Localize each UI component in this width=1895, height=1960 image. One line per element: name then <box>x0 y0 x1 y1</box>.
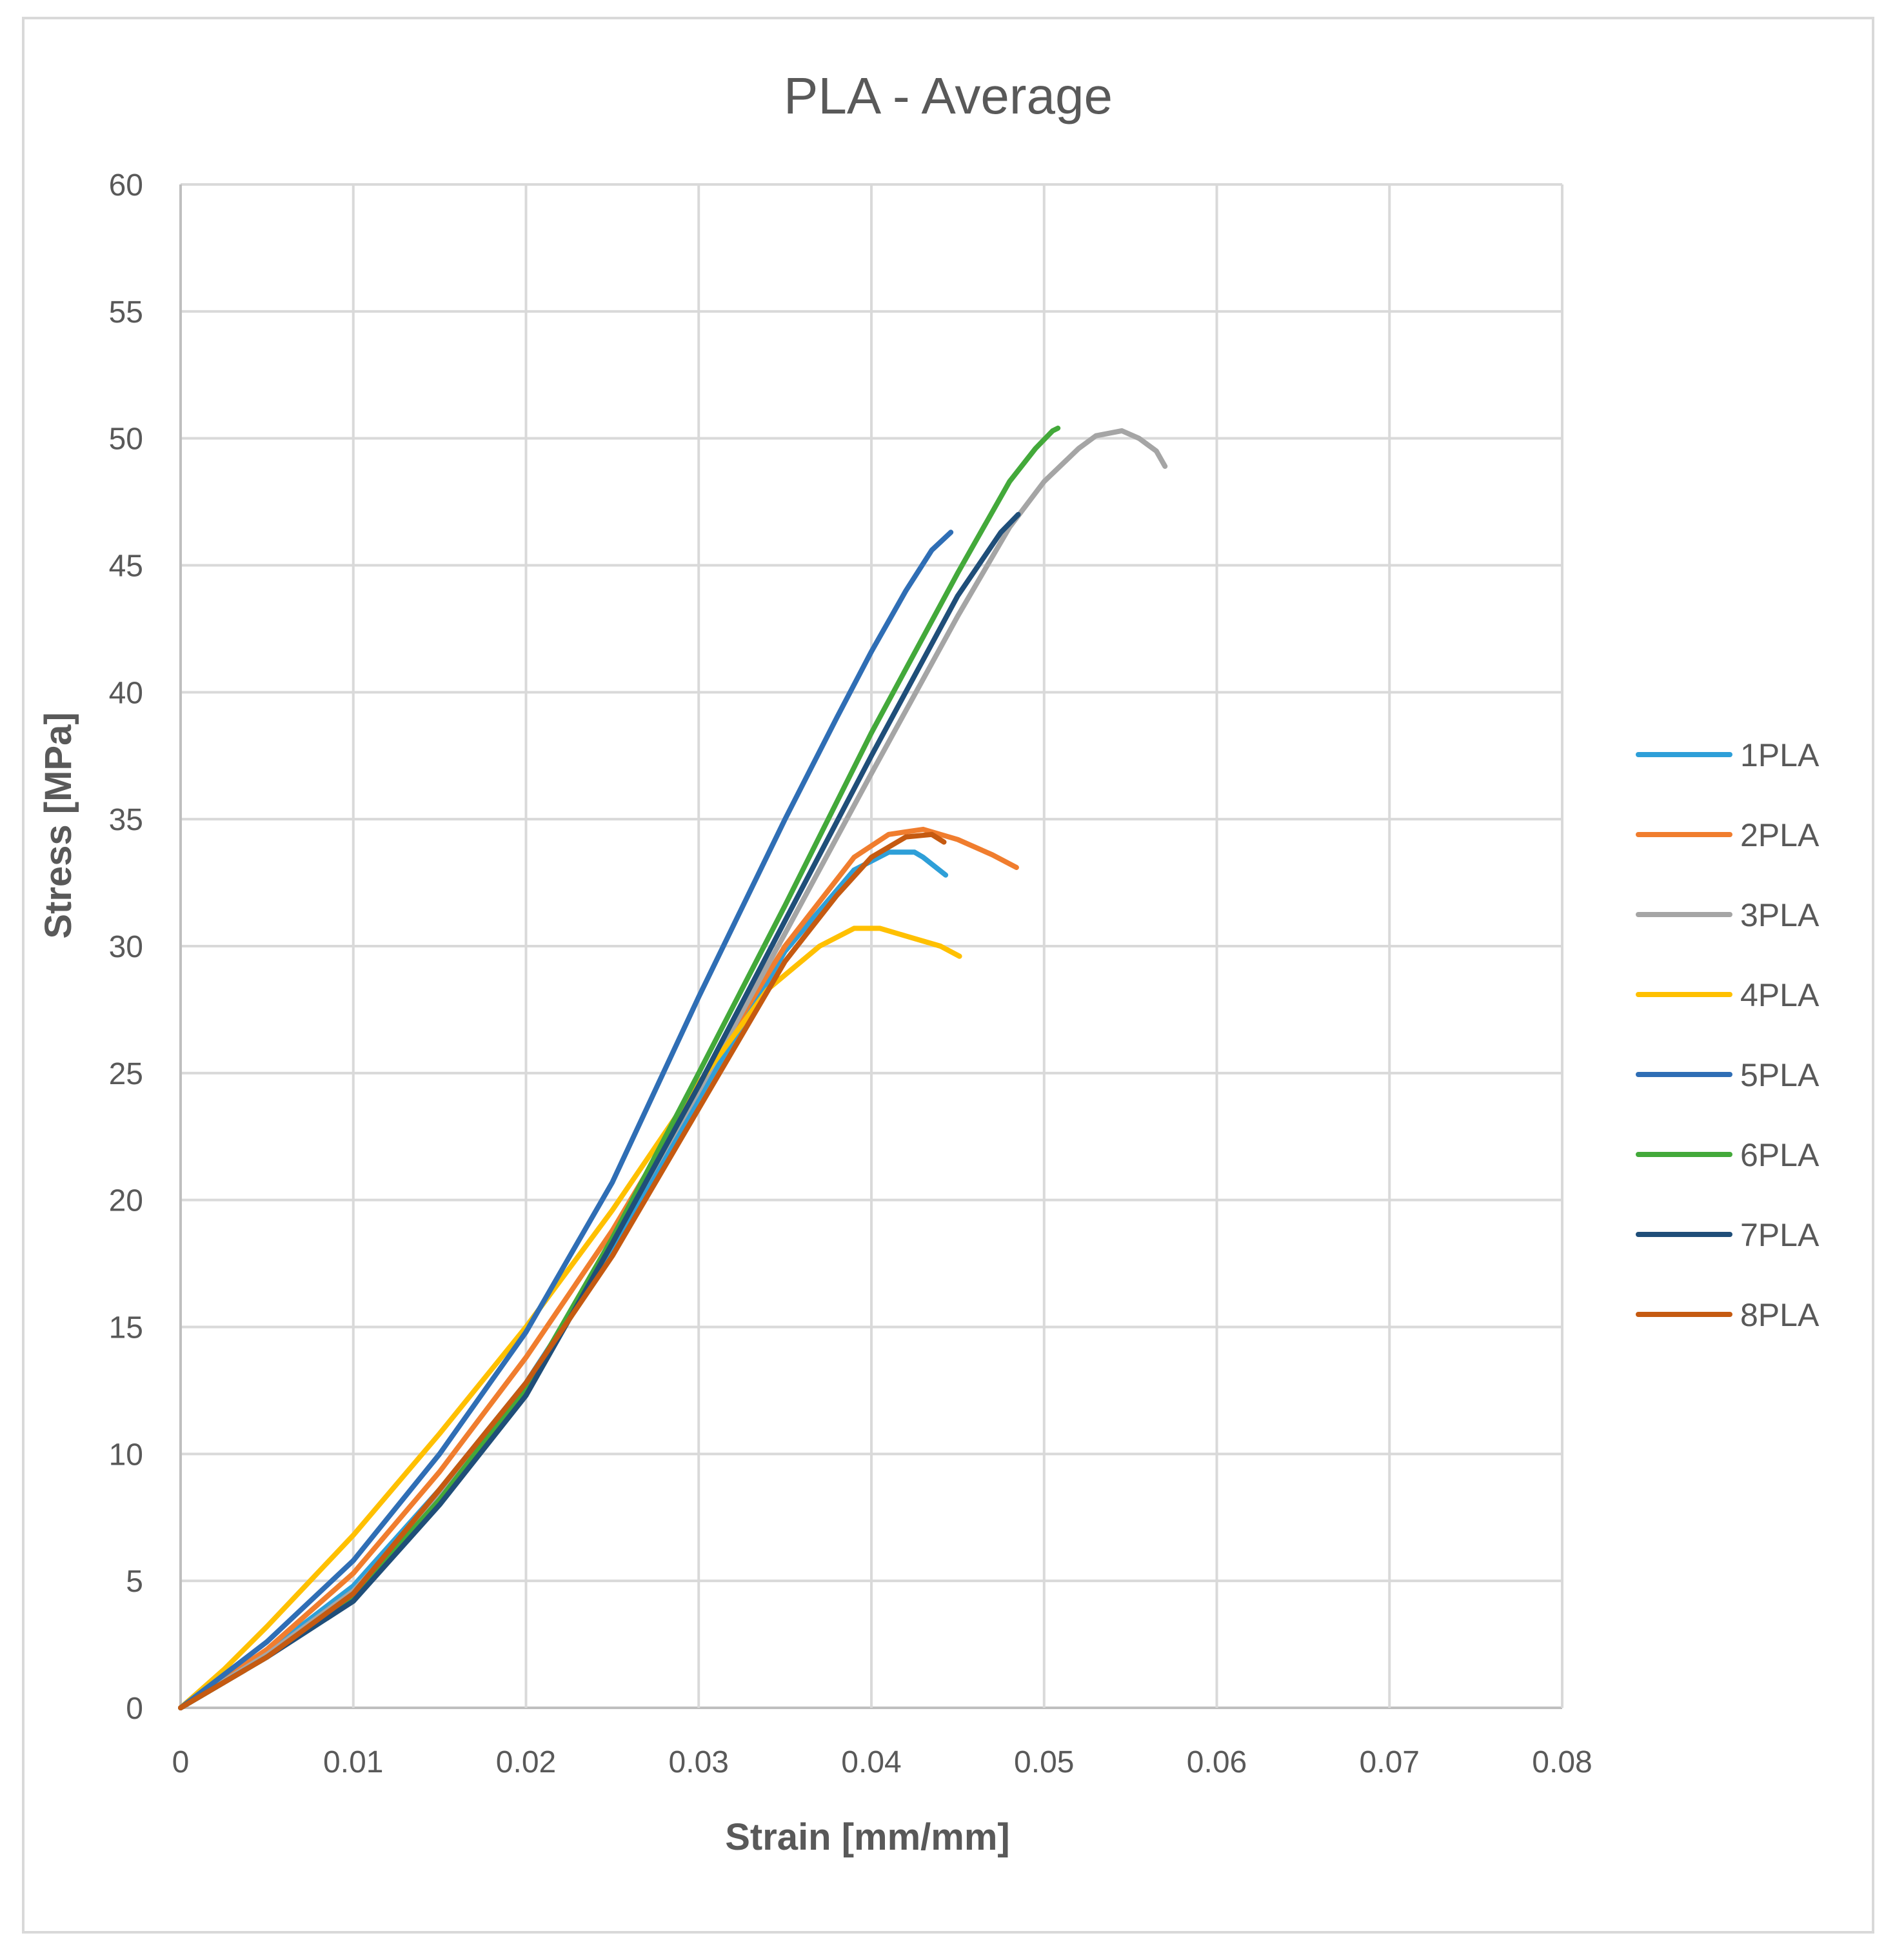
series-line-1pla <box>178 849 949 1710</box>
legend-label-5pla: 5PLA <box>1740 1057 1820 1093</box>
legend-label-3pla: 3PLA <box>1740 897 1820 933</box>
x-tick-label: 0.06 <box>1187 1745 1247 1779</box>
y-axis-title: Stress [MPa] <box>37 712 79 938</box>
legend-label-8pla: 8PLA <box>1740 1297 1820 1333</box>
y-tick-label: 50 <box>109 422 143 457</box>
y-tick-label: 10 <box>109 1438 143 1472</box>
y-tick-label: 40 <box>109 676 143 710</box>
y-tick-label: 5 <box>126 1565 143 1599</box>
x-tick-label: 0.01 <box>323 1745 383 1779</box>
y-tick-label: 60 <box>109 168 143 203</box>
x-tick-label: 0 <box>172 1745 190 1779</box>
x-axis-title: Strain [mm/mm] <box>725 1816 1010 1858</box>
tick-labels: 0 5 10 15 20 25 30 35 40 45 50 55 60 0 0.01 0.02 0.03 0.0… <box>109 168 1592 1779</box>
series-lines <box>178 425 1168 1710</box>
series-line-8pla <box>178 831 947 1710</box>
y-tick-label: 45 <box>109 549 143 584</box>
y-tick-label: 55 <box>109 295 143 330</box>
x-tick-label: 0.04 <box>841 1745 901 1779</box>
chart-border <box>22 17 1874 1934</box>
series-line-7pla <box>178 511 1021 1710</box>
y-tick-label: 20 <box>109 1184 143 1218</box>
legend-label-2pla: 2PLA <box>1740 817 1820 853</box>
y-tick-label: 15 <box>109 1311 143 1345</box>
x-tick-label: 0.07 <box>1360 1745 1420 1779</box>
legend-label-6pla: 6PLA <box>1740 1137 1820 1173</box>
series-line-4pla <box>178 926 962 1710</box>
legend-label-7pla: 7PLA <box>1740 1217 1820 1253</box>
chart-title: PLA - Average <box>784 67 1113 124</box>
x-tick-label: 0.02 <box>496 1745 556 1779</box>
y-tick-label: 35 <box>109 803 143 837</box>
x-tick-label: 0.03 <box>669 1745 729 1779</box>
y-tick-label: 0 <box>126 1692 143 1726</box>
y-tick-label: 25 <box>109 1057 143 1091</box>
y-tick-label: 30 <box>109 930 143 964</box>
legend-label-1pla: 1PLA <box>1740 737 1820 773</box>
legend: 1PLA 2PLA 3PLA 4PLA 5PLA 6PLA 7PLA 8PLA <box>1636 737 1820 1333</box>
x-tick-label: 0.05 <box>1014 1745 1074 1779</box>
series-line-5pla <box>178 530 954 1710</box>
x-tick-label: 0.08 <box>1532 1745 1592 1779</box>
legend-label-4pla: 4PLA <box>1740 977 1820 1013</box>
grid-lines <box>179 183 1563 1709</box>
